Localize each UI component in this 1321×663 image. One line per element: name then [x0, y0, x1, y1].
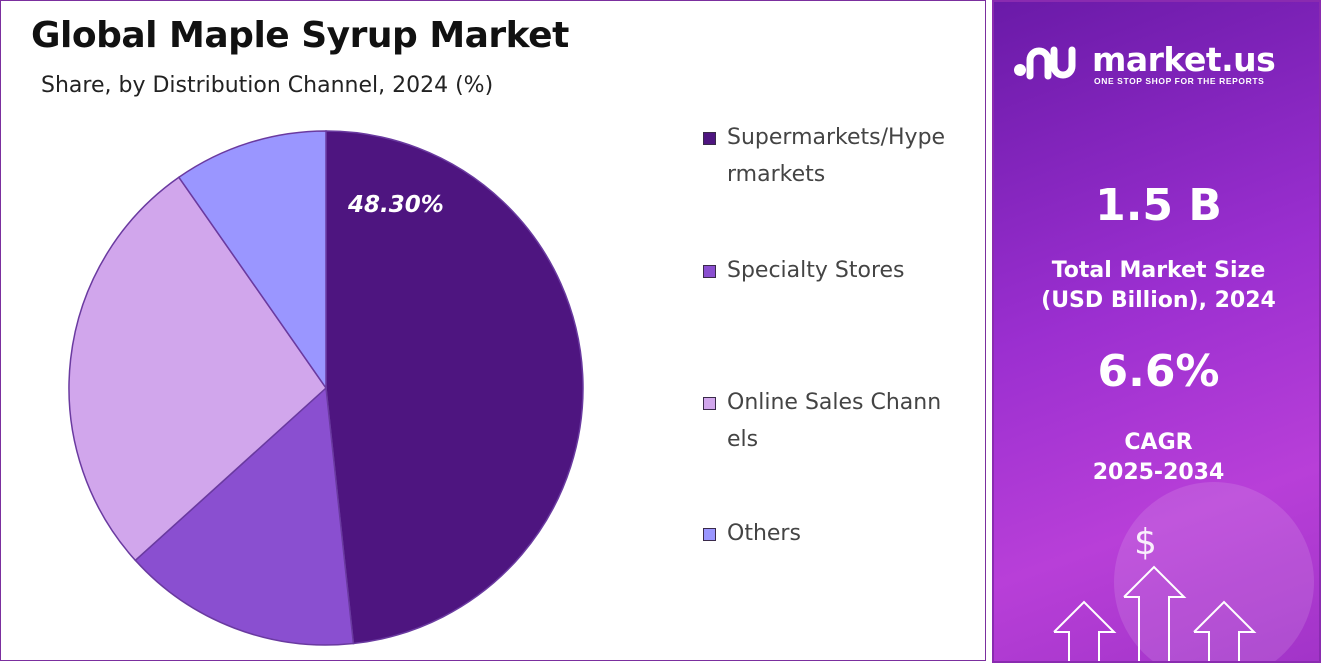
chart-title: Global Maple Syrup Market [31, 15, 569, 56]
legend-swatch-supermarkets [703, 132, 716, 145]
decorative-glow [1114, 482, 1314, 661]
market-us-logo-icon [1014, 46, 1076, 80]
brand-name: market.us [1092, 40, 1276, 79]
pie-chart: 48.30% [68, 130, 584, 646]
legend-swatch-specialty-stores [703, 265, 716, 278]
cagr-value: 6.6% [1097, 346, 1220, 397]
chart-panel: Global Maple Syrup Market Share, by Dist… [0, 0, 986, 661]
legend-swatch-others [703, 528, 716, 541]
cagr-label-line1: CAGR [1124, 430, 1193, 455]
pie-slice-specialty-stores [134, 386, 355, 646]
market-size-label-line2: (USD Billion), 2024 [1041, 288, 1276, 313]
data-label-supermarkets: 48.30% [347, 192, 444, 218]
pie-slice-online-sales-channels [68, 176, 327, 562]
pie-slice-others [177, 130, 327, 391]
chart-subtitle: Share, by Distribution Channel, 2024 (%) [41, 73, 494, 98]
legend-swatch-online-sales [703, 397, 716, 410]
cagr-label-line2: 2025-2034 [1092, 460, 1225, 485]
market-size-label-line1: Total Market Size [1051, 258, 1266, 283]
market-size-value: 1.5 B [1095, 180, 1222, 231]
legend-label-others: Others [727, 521, 801, 546]
legend-label-online-sales: Online Sales Channels [727, 390, 942, 452]
dollar-icon: $ [1134, 522, 1157, 563]
pie-slice-supermarkets-hypermarkets [325, 130, 584, 645]
legend-label-supermarkets: Supermarkets/Hypermarkets [727, 125, 946, 187]
info-panel: market.us ONE STOP SHOP FOR THE REPORTS … [992, 0, 1321, 663]
brand-tagline: ONE STOP SHOP FOR THE REPORTS [1094, 76, 1265, 86]
brand: market.us ONE STOP SHOP FOR THE REPORTS [1012, 40, 1312, 90]
legend-label-specialty-stores: Specialty Stores [727, 258, 905, 283]
growth-arrows-icon [1053, 565, 1257, 661]
